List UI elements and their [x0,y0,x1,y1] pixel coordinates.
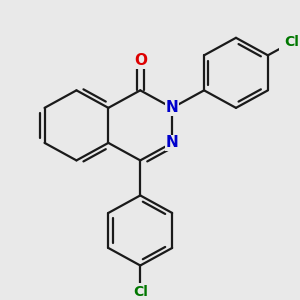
Text: N: N [166,135,178,150]
Text: Cl: Cl [133,285,148,299]
Text: Cl: Cl [284,35,299,49]
Text: O: O [134,53,147,68]
Text: N: N [166,100,178,116]
